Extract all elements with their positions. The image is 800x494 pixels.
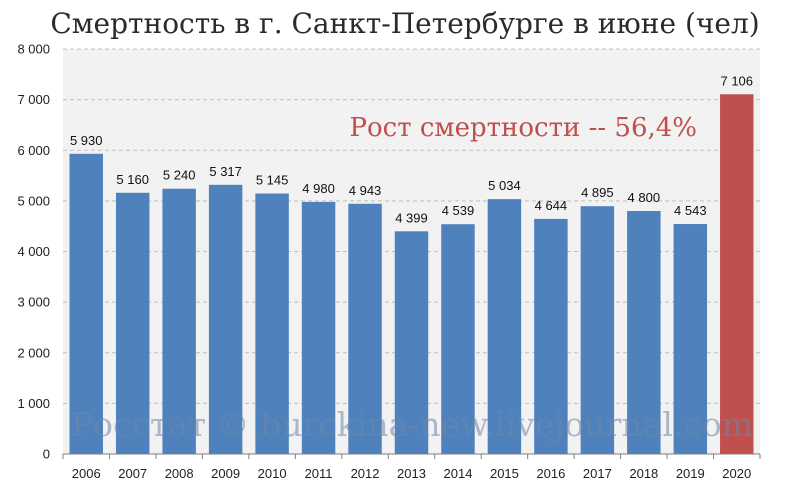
bars xyxy=(69,94,754,455)
bar-2008 xyxy=(162,188,196,454)
y-tick-label: 3 000 xyxy=(17,295,50,310)
growth-annotation: Рост смертности -- 56,4% xyxy=(349,113,697,143)
data-label-2015: 5 034 xyxy=(488,178,521,193)
bar-2019 xyxy=(673,224,708,454)
watermark: Росстат © burckina-new.livejournal.com xyxy=(71,405,753,444)
bar-2018 xyxy=(627,211,661,454)
data-labels: 5 930 5 160 5 240 5 317 5 145 4 980 4 943 4 399… xyxy=(70,73,753,225)
data-label-2011: 4 980 xyxy=(302,181,335,196)
bar-2009 xyxy=(208,184,243,454)
data-label-2014: 4 539 xyxy=(442,203,475,218)
y-tick-label: 4 000 xyxy=(17,244,50,259)
x-tick-label: 2013 xyxy=(397,466,426,481)
data-label-2016: 4 644 xyxy=(535,198,568,213)
data-label-2008: 5 240 xyxy=(163,168,196,183)
data-label-2013: 4 399 xyxy=(395,210,428,225)
bar-2011 xyxy=(301,201,336,454)
chart-title: Смертность в г. Санкт-Петербурге в июне … xyxy=(50,7,759,40)
x-tick-label: 2019 xyxy=(676,466,705,481)
bar-2012 xyxy=(348,203,382,454)
data-label-2012: 4 943 xyxy=(349,183,382,198)
data-label-2006: 5 930 xyxy=(70,133,103,148)
y-tick-label: 6 000 xyxy=(17,143,50,158)
y-tick-label: 7 000 xyxy=(17,92,50,107)
data-label-2018: 4 800 xyxy=(628,190,661,205)
data-label-2010: 5 145 xyxy=(256,173,289,188)
data-label-2020: 7 106 xyxy=(720,73,753,88)
x-tick-label: 2006 xyxy=(72,466,101,481)
x-tick-label: 2009 xyxy=(211,466,240,481)
x-tick-label: 2018 xyxy=(629,466,658,481)
bar-2014 xyxy=(441,224,475,454)
x-tick-label: 2010 xyxy=(258,466,287,481)
data-label-2007: 5 160 xyxy=(116,172,149,187)
x-tick-label: 2011 xyxy=(305,466,333,481)
x-tick-label: 2017 xyxy=(583,466,612,481)
bar-2010 xyxy=(255,193,289,455)
data-label-2017: 4 895 xyxy=(581,185,614,200)
y-tick-label: 0 xyxy=(43,447,50,462)
y-tick-label: 2 000 xyxy=(17,345,50,360)
bar-2006 xyxy=(69,153,103,454)
x-tick-label: 2014 xyxy=(444,466,473,481)
x-tick-label: 2016 xyxy=(536,466,565,481)
x-tick-label: 2015 xyxy=(490,466,519,481)
x-tick-label: 2020 xyxy=(722,466,751,481)
bar-2016 xyxy=(534,218,568,454)
y-axis-tick-labels: 0 1 000 2 000 3 000 4 000 5 000 6 000 7 000 8 00… xyxy=(17,42,50,462)
data-label-2009: 5 317 xyxy=(209,164,242,179)
bar-2013 xyxy=(394,231,429,454)
x-tick-label: 2012 xyxy=(351,466,380,481)
y-tick-label: 1 000 xyxy=(17,396,50,411)
bar-2017 xyxy=(580,206,615,454)
bar-2015 xyxy=(487,199,522,454)
y-tick-label: 8 000 xyxy=(17,42,50,57)
y-tick-label: 5 000 xyxy=(17,193,50,208)
data-label-2019: 4 543 xyxy=(674,203,707,218)
bar-2020 xyxy=(720,94,754,454)
x-tick-label: 2007 xyxy=(118,466,147,481)
x-tick-label: 2008 xyxy=(165,466,194,481)
x-axis-tick-labels: 2006 2007 2008 2009 2010 2011 2012 2013 2014 2015… xyxy=(72,466,751,481)
x-axis xyxy=(62,453,761,459)
bar-2007 xyxy=(115,192,150,454)
